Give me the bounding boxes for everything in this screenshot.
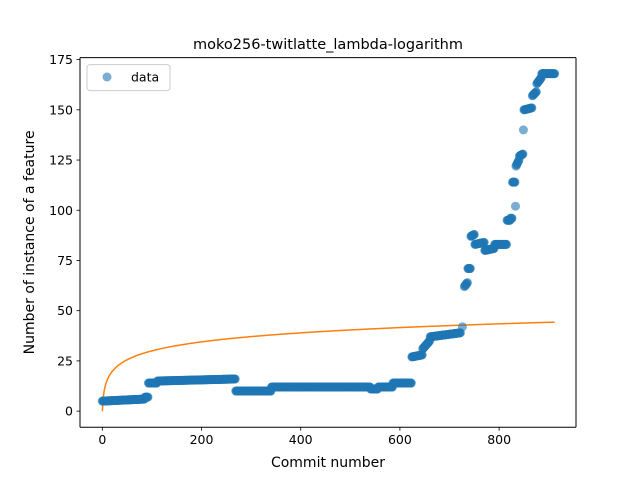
data-point [502,239,512,249]
y-axis-ticks: 0 25 50 75 100 125 150 175 [49,52,80,419]
data-point [510,201,520,211]
y-tick-label: 50 [57,303,73,318]
data-point [527,103,537,113]
fit-curve-line [101,321,555,412]
legend: data [86,64,171,92]
data-points-layer [97,69,560,406]
y-tick-label: 100 [49,203,73,218]
data-point [518,125,528,135]
data-point [507,213,517,223]
axes-frame [79,57,577,428]
y-tick-label: 0 [65,404,73,419]
data-point [462,278,472,288]
x-tick-label: 600 [388,432,412,447]
y-tick-label: 175 [49,52,73,67]
data-point [479,237,489,247]
x-tick-label: 0 [98,432,106,447]
y-axis-title: Number of instance of a feature [22,130,38,354]
data-point [230,374,240,384]
data-point [518,149,528,159]
x-tick-label: 200 [190,432,214,447]
fit-curve-layer [101,321,555,412]
data-point [406,378,416,388]
x-tick-label: 400 [289,432,313,447]
x-axis-ticks: 0 200 400 600 800 [98,427,511,447]
x-axis-title: Commit number [271,455,385,471]
y-tick-label: 25 [57,353,73,368]
legend-box [86,64,171,92]
data-point [457,322,467,332]
y-tick-label: 150 [49,102,73,117]
data-point [531,87,541,97]
data-point [469,229,479,239]
data-point [510,177,520,187]
y-tick-label: 75 [57,253,73,268]
chart-title: moko256-twitlatte_lambda-logarithm [193,37,463,53]
data-point [550,69,560,79]
y-tick-label: 125 [49,153,73,168]
data-point [465,264,475,274]
legend-marker-data [102,72,112,82]
legend-label-data: data [131,70,159,85]
x-tick-label: 800 [487,432,511,447]
data-point [143,392,153,402]
